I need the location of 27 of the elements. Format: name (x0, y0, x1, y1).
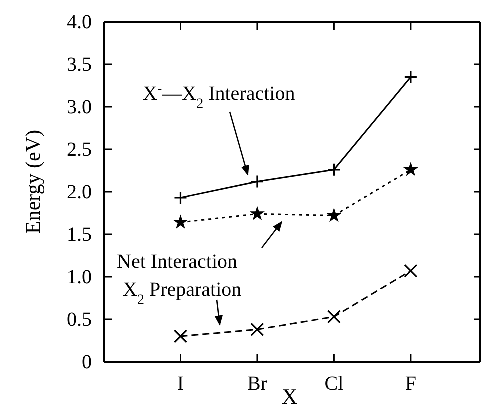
y-tick-label: 3.5 (67, 54, 92, 76)
point (250, 206, 265, 220)
x-tick-label: I (177, 373, 184, 396)
point (173, 214, 188, 229)
y-axis-title: Energy (eV) (21, 130, 45, 234)
x-axis-title: X (282, 384, 298, 409)
point (250, 322, 264, 336)
y-tick-label: 3.0 (67, 96, 92, 118)
series-label: Net Interaction (117, 251, 238, 273)
point (174, 191, 188, 205)
y-tick-label: 2.5 (67, 138, 92, 161)
y-tick-label: 2.0 (67, 181, 92, 204)
point (174, 330, 188, 344)
x-tick-label: Cl (324, 373, 344, 396)
point (404, 264, 418, 278)
point (403, 162, 418, 176)
point (327, 310, 342, 324)
point (326, 208, 342, 222)
series-label: X$_{2}$ Preparation (123, 279, 242, 308)
y-tick-label: 0.5 (67, 308, 92, 331)
y-tick-label: 1.0 (67, 266, 92, 288)
text: X$^{-}$—X$_{2}$ Interaction (143, 82, 296, 112)
x-tick-label: Br (247, 373, 268, 396)
x-tick-label: F (405, 373, 416, 396)
y-tick-label: 1.5 (67, 224, 92, 246)
y-tick-label: 0 (82, 351, 92, 374)
y-tick-label: 4.0 (67, 11, 92, 34)
